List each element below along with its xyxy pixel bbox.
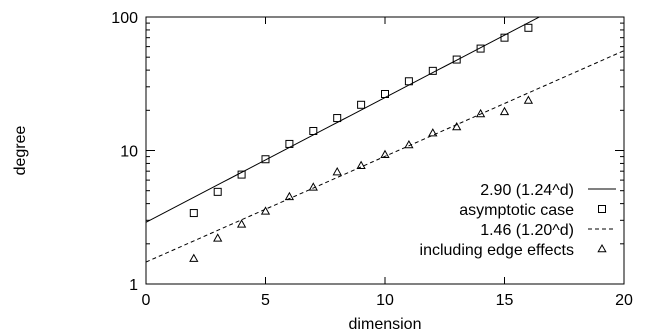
legend-label: asymptotic case bbox=[459, 202, 574, 219]
square-marker bbox=[309, 126, 318, 135]
x-tick-label: 20 bbox=[615, 292, 633, 309]
square-marker bbox=[524, 23, 533, 32]
triangle-marker bbox=[475, 108, 486, 118]
x-tick-label: 0 bbox=[142, 292, 151, 309]
triangle-marker bbox=[308, 182, 318, 191]
triangle-marker bbox=[260, 206, 271, 215]
series-2 bbox=[146, 50, 624, 263]
triangle-marker bbox=[380, 149, 390, 159]
square-marker bbox=[285, 139, 294, 148]
square-marker bbox=[357, 100, 366, 109]
triangle-marker bbox=[213, 233, 223, 242]
square-marker bbox=[452, 55, 461, 64]
triangle-marker bbox=[284, 191, 295, 201]
square-marker bbox=[404, 77, 413, 86]
square-marker bbox=[237, 170, 246, 179]
square-marker bbox=[213, 187, 222, 196]
x-tick-label: 10 bbox=[376, 292, 394, 309]
triangle-marker bbox=[597, 243, 607, 253]
square-marker bbox=[500, 33, 509, 42]
y-tick-label: 100 bbox=[111, 10, 138, 27]
plot-area bbox=[146, 17, 624, 263]
y-tick-label: 1 bbox=[129, 277, 138, 294]
triangle-marker bbox=[428, 128, 438, 137]
legend-label: including edge effects bbox=[420, 242, 574, 259]
triangle-marker bbox=[499, 106, 510, 116]
series-1 bbox=[189, 23, 533, 218]
square-marker bbox=[428, 66, 437, 75]
ticks: 0 5 10 15 20 1 10 100 bbox=[111, 10, 633, 309]
fit-line bbox=[146, 50, 624, 263]
square-marker bbox=[189, 209, 198, 218]
triangle-marker bbox=[452, 121, 462, 131]
triangle-marker bbox=[523, 95, 534, 104]
square-marker bbox=[476, 44, 485, 53]
y-tick-label: 10 bbox=[120, 144, 138, 161]
x-tick-label: 15 bbox=[496, 292, 514, 309]
triangle-marker bbox=[404, 139, 414, 149]
legend-label: 1.46 (1.20^d) bbox=[480, 222, 574, 239]
triangle-marker bbox=[236, 219, 247, 228]
x-tick-label: 5 bbox=[261, 292, 270, 309]
legend-label: 2.90 (1.24^d) bbox=[480, 182, 574, 199]
series-3 bbox=[189, 95, 534, 262]
triangle-marker bbox=[189, 253, 199, 262]
square-marker bbox=[333, 114, 342, 123]
square-marker bbox=[598, 205, 606, 213]
legend: 2.90 (1.24^d) asymptotic case 1.46 (1.20^d… bbox=[420, 182, 616, 259]
square-marker bbox=[381, 89, 389, 98]
triangle-marker bbox=[356, 160, 366, 169]
square-marker bbox=[261, 155, 270, 164]
y-axis-label: degree bbox=[12, 125, 29, 175]
x-axis-label: dimension bbox=[349, 316, 422, 333]
triangle-marker bbox=[332, 166, 342, 176]
